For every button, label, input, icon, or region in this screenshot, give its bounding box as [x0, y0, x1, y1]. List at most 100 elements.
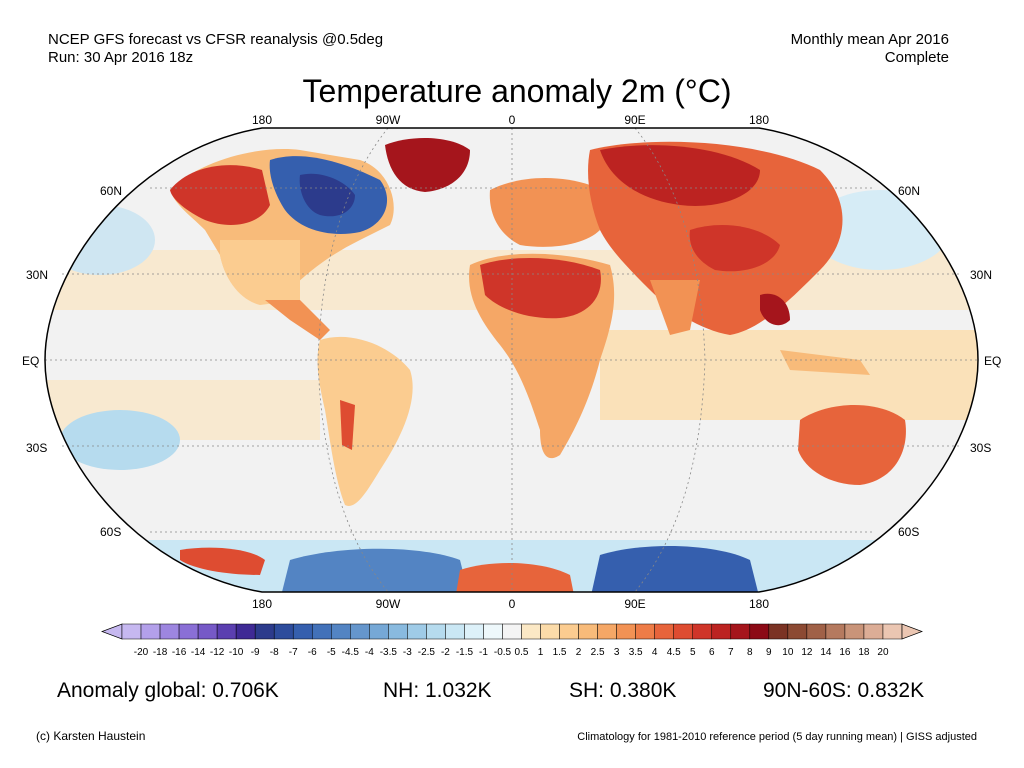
lon-label-top-0: 0: [508, 113, 516, 127]
lat-label-right-eq: EQ: [984, 354, 1002, 368]
colorbar-overflow-triangle: [901, 623, 923, 640]
colorbar-tick-label: 12: [801, 647, 813, 658]
china-warm-anomaly: [689, 225, 780, 272]
colorbar-tick-label: 6: [708, 647, 715, 658]
colorbar-tick-label: 9: [766, 647, 772, 658]
colorbar-tick-label: -0.5: [493, 647, 512, 658]
colorbar-underflow-triangle: [101, 623, 123, 640]
colorbar-swatch: [635, 623, 655, 640]
colorbar-tick-label: -20: [133, 647, 149, 658]
colorbar-swatch: [331, 623, 351, 640]
world-anomaly-map: [44, 127, 979, 593]
warm-indian-ocean: [600, 330, 978, 420]
colorbar-swatch: [825, 623, 846, 640]
colorbar-swatch: [616, 623, 636, 640]
colorbar-tick-label: -4: [364, 647, 374, 658]
globe-outline: [44, 127, 979, 593]
greenland-warm-anomaly: [385, 138, 470, 192]
colorbar-tick-label: -4.5: [341, 647, 359, 658]
colorbar-tick-label: 20: [877, 647, 889, 658]
lon-label-bottom-180e: 180: [748, 597, 770, 611]
colorbar-swatch: [140, 623, 161, 640]
colorbar-swatch: [692, 623, 713, 640]
stat-90n60s-anomaly: 90N-60S: 0.832K: [763, 679, 925, 702]
colorbar-tick-label: -8: [269, 647, 279, 658]
colorbar-swatch: [673, 623, 693, 640]
colorbar-tick-label: 1.5: [552, 647, 567, 658]
hudson-cold-core: [299, 173, 355, 217]
colorbar-swatch: [844, 623, 865, 640]
colorbar-swatch: [388, 623, 408, 640]
colorbar-tick-label: -3: [402, 647, 412, 658]
colorbar-tick-label: 1: [537, 647, 544, 658]
colorbar-tick-label: -2: [440, 647, 450, 658]
colorbar-swatch: [350, 623, 370, 640]
colorbar-swatch: [502, 623, 522, 640]
colorbar-tick-label: 3.5: [628, 647, 643, 658]
colorbar-swatch: [730, 623, 751, 640]
colorbar-swatch: [654, 623, 674, 640]
colorbar-swatch: [464, 623, 484, 640]
colorbar-tick-label: -14: [190, 647, 206, 658]
lon-label-bottom-90w: 90W: [375, 597, 401, 611]
colorbar-tick-label: 0.5: [514, 647, 529, 658]
colorbar-tick-label: 18: [858, 647, 870, 658]
colorbar-swatch: [768, 623, 789, 640]
indonesia-land: [780, 350, 870, 375]
lat-label-left-30n: 30N: [26, 268, 49, 282]
colorbar-swatches: [101, 623, 923, 640]
colorbar-swatch: [445, 623, 465, 640]
siberia-warm-anomaly: [600, 145, 760, 206]
stat-nh-anomaly: NH: 1.032K: [383, 679, 492, 702]
colorbar-tick-label: 8: [747, 647, 753, 658]
graticule: [45, 127, 978, 593]
colorbar-tick-label: -18: [152, 647, 168, 658]
colorbar-tick-label: -5: [326, 647, 336, 658]
colorbar-swatch: [597, 623, 617, 640]
colorbar-tick-label: 14: [820, 647, 832, 658]
stat-sh-anomaly: SH: 0.380K: [569, 679, 677, 702]
india-land: [650, 280, 700, 335]
andes-warm-anomaly: [340, 400, 355, 450]
lon-label-top-180w: 180: [251, 113, 273, 127]
colorbar-swatch: [216, 623, 237, 640]
lon-label-top-180e: 180: [748, 113, 770, 127]
colorbar-tick-label: 3: [613, 647, 620, 658]
footer-credit: (c) Karsten Haustein: [36, 729, 146, 743]
lat-label-left-60n: 60N: [100, 184, 123, 198]
lon-label-bottom-0: 0: [508, 597, 516, 611]
colorbar-tick-label: -2.5: [417, 647, 435, 658]
lat-label-right-60n: 60N: [898, 184, 921, 198]
lon-label-top-90e: 90E: [624, 113, 646, 127]
lat-label-right-30n: 30N: [970, 268, 993, 282]
colorbar-swatch: [159, 623, 180, 640]
colorbar-tick-label: 2.5: [590, 647, 605, 658]
colorbar-swatch: [521, 623, 541, 640]
colorbar-tick-label: -3.5: [379, 647, 397, 658]
colorbar-tick-label: 4: [651, 647, 658, 658]
header-run-time: Run: 30 Apr 2016 18z: [48, 49, 194, 66]
colorbar-swatch: [369, 623, 389, 640]
colorbar: [101, 623, 923, 640]
colorbar-tick-label: 5: [689, 647, 696, 658]
se-asia-warm-anomaly: [760, 293, 790, 326]
colorbar-tick-label: 2: [575, 647, 582, 658]
header-status: Complete: [884, 49, 949, 66]
alaska-warm-anomaly: [170, 165, 270, 225]
gridline-90e: [634, 127, 706, 593]
colorbar-swatch: [578, 623, 598, 640]
colorbar-swatch: [559, 623, 579, 640]
colorbar-tick-label: -7: [288, 647, 298, 658]
colorbar-swatch: [711, 623, 732, 640]
cool-patch-south-pacific: [60, 410, 180, 470]
colorbar-swatch: [806, 623, 827, 640]
colorbar-swatch: [787, 623, 808, 640]
ross-sea-warm-anomaly: [180, 547, 265, 575]
colorbar-swatch: [483, 623, 503, 640]
lat-label-left-eq: EQ: [22, 354, 40, 368]
europe-land: [489, 178, 600, 247]
colorbar-swatch: [273, 623, 294, 640]
map-title: Temperature anomaly 2m (°C): [302, 73, 732, 109]
central-america-land: [265, 300, 330, 340]
colorbar-swatch: [882, 623, 903, 640]
